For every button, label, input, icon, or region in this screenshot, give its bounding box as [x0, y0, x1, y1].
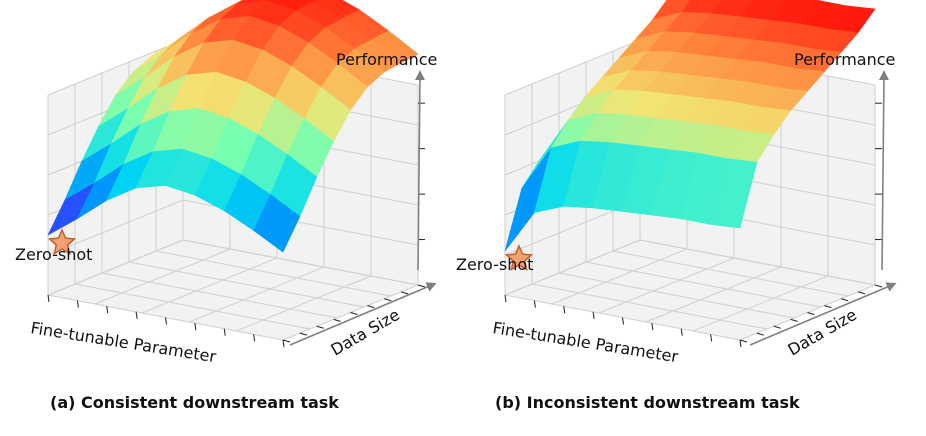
grid-line [235, 275, 372, 332]
surface-cell [253, 194, 301, 253]
grid-line [74, 283, 311, 330]
y-tick [841, 298, 849, 302]
panel-a-xlabel: Fine-tunable Parameter [29, 318, 217, 366]
panel-a-surface [47, 0, 419, 253]
x-tick [563, 306, 566, 314]
surface-cell [710, 158, 758, 229]
grid-line [47, 239, 184, 296]
y-tick [282, 339, 291, 343]
grid-line [141, 257, 278, 314]
y-tick [773, 325, 781, 329]
y-tick [824, 305, 832, 309]
pane-floor [505, 240, 875, 340]
grid-line [182, 239, 419, 286]
panel-a-zlabel: Performance [336, 50, 437, 69]
panel-a-zero-shot-label: Zero-shot [15, 245, 92, 264]
grid-line [612, 250, 849, 297]
grid-line [94, 248, 231, 305]
grid-line [101, 272, 338, 319]
x-tick [680, 328, 683, 336]
x-tick [504, 294, 507, 303]
x-tick [253, 334, 256, 342]
x-tick [592, 311, 595, 319]
y-tick [299, 332, 308, 336]
y-tick [739, 339, 748, 343]
y-tick [400, 291, 409, 295]
y-tick [350, 312, 358, 315]
panel-b-zero-shot-label: Zero-shot [456, 255, 533, 274]
x-tick [223, 328, 226, 336]
y-tick [857, 291, 866, 295]
panel-a-consistent: Zero-shot Performance Fine-tunable Param… [15, 0, 437, 412]
grid-line [585, 261, 822, 308]
grid-line [47, 199, 184, 256]
grid-line [188, 266, 325, 323]
grid-line [639, 239, 876, 286]
grid-line [504, 239, 641, 296]
y-tick [316, 325, 324, 329]
panel-a-zero-shot-star [47, 228, 77, 256]
panel-b-caption: (b) Inconsistent downstream task [495, 393, 800, 412]
grid-line [558, 272, 795, 319]
grid-line [692, 275, 829, 332]
pane-floor [48, 240, 418, 340]
panel-a-caption: (a) Consistent downstream task [50, 393, 339, 412]
grid-line [598, 257, 735, 314]
grid-line [551, 248, 688, 305]
grid-line [128, 261, 365, 308]
y-tick [417, 284, 426, 288]
x-tick [76, 300, 79, 308]
panel-b-inconsistent: Zero-shot Performance Fine-tunable Param… [456, 0, 897, 412]
panel-b-z-axis-arrow [878, 70, 889, 271]
y-tick [756, 332, 765, 336]
grid-line [47, 39, 184, 96]
x-tick [135, 311, 138, 319]
x-tick [651, 323, 654, 331]
panel-a-z-axis-arrow [414, 70, 425, 271]
y-tick [367, 305, 375, 309]
x-tick [194, 323, 197, 331]
y-tick [807, 312, 815, 315]
y-tick [384, 298, 392, 302]
x-tick [282, 339, 285, 348]
x-tick [533, 300, 536, 308]
panel-a-y-axis-arrow [289, 282, 437, 346]
grid-line [504, 39, 641, 96]
x-tick [47, 294, 50, 303]
x-tick [165, 317, 167, 325]
panel-b-y-axis-arrow [749, 282, 897, 346]
surface-cell [306, 0, 318, 3]
x-tick [710, 334, 713, 342]
y-tick [790, 318, 798, 322]
y-tick [333, 318, 341, 322]
grid-line [645, 266, 782, 323]
panel-b-zlabel: Performance [794, 50, 895, 69]
x-tick [739, 339, 742, 348]
panel-b-zero-shot-star [504, 244, 534, 272]
x-tick [106, 306, 109, 314]
grid-line [155, 250, 392, 297]
panel-b-surface [504, 0, 876, 252]
y-tick [874, 284, 883, 288]
x-tick [622, 317, 624, 325]
panel-b-xlabel: Fine-tunable Parameter [491, 318, 679, 366]
grid-line [531, 283, 768, 330]
